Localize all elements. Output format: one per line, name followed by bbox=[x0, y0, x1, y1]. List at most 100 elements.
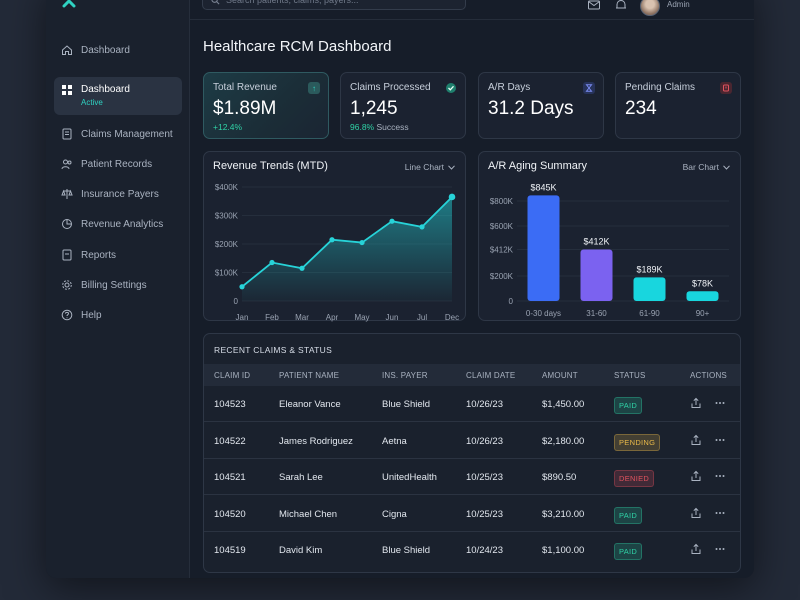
claim-id: 104523 bbox=[214, 399, 246, 410]
mail-icon[interactable] bbox=[587, 0, 601, 12]
kpi-success-pct: 96.8% bbox=[350, 122, 375, 132]
table-row[interactable]: 104522 James Rodriguez Aetna 10/26/23 $2,180… bbox=[204, 423, 740, 459]
sidebar-item-help[interactable]: Help bbox=[54, 302, 182, 328]
chart-title: Revenue Trends (MTD) bbox=[213, 160, 328, 172]
ins-payer: Blue Shield bbox=[382, 399, 431, 410]
sidebar-item-revenue-analytics[interactable]: Revenue Analytics bbox=[54, 211, 182, 237]
more-icon[interactable] bbox=[714, 507, 726, 519]
sidebar-item-label: Dashboard bbox=[81, 44, 130, 56]
pie-chart-icon bbox=[62, 219, 72, 229]
sidebar-item-patient-records[interactable]: Patient Records bbox=[54, 151, 182, 177]
x-tick-label: Mar bbox=[295, 313, 309, 322]
data-point bbox=[299, 265, 305, 271]
kpi-value: $1.89M bbox=[213, 98, 277, 119]
bar-value-label: $78K bbox=[692, 278, 713, 288]
more-icon[interactable] bbox=[714, 470, 726, 482]
share-icon[interactable] bbox=[690, 434, 702, 446]
more-icon[interactable] bbox=[714, 397, 726, 409]
kpi-card-ar-days[interactable]: A/R Days 31.2 Days bbox=[478, 72, 604, 139]
page-title: Healthcare RCM Dashboard bbox=[203, 38, 392, 55]
share-icon[interactable] bbox=[690, 397, 702, 409]
sidebar: Dashboard Dashboard Active Claims Manage… bbox=[46, 0, 190, 578]
chevron-down-icon bbox=[448, 164, 455, 170]
share-icon[interactable] bbox=[690, 507, 702, 519]
more-icon[interactable] bbox=[714, 434, 726, 446]
data-point bbox=[389, 218, 395, 224]
sidebar-item-insurance-payers[interactable]: Insurance Payers bbox=[54, 181, 182, 207]
bar-61-90 bbox=[633, 277, 666, 301]
sidebar-item-label: Insurance Payers bbox=[81, 188, 159, 200]
chart-type-label: Line Chart bbox=[404, 162, 444, 172]
logo-icon bbox=[62, 0, 76, 8]
table-row[interactable]: 104520 Michael Chen Cigna 10/25/23 $3,210.00… bbox=[204, 496, 740, 532]
x-tick-label: Jul bbox=[417, 313, 427, 322]
sidebar-item-dashboard[interactable]: Dashboard bbox=[54, 37, 182, 63]
bar-31-60 bbox=[580, 249, 613, 301]
search-input[interactable] bbox=[226, 0, 446, 5]
data-point bbox=[419, 224, 425, 230]
table-title: RECENT CLAIMS & STATUS bbox=[214, 345, 333, 355]
table-row[interactable]: 104521 Sarah Lee UnitedHealth 10/25/23 $890.… bbox=[204, 459, 740, 496]
table-row[interactable]: 104523 Eleanor Vance Blue Shield 10/26/23 $1… bbox=[204, 386, 740, 422]
avatar[interactable] bbox=[640, 0, 660, 16]
claim-date: 10/26/23 bbox=[466, 435, 503, 447]
patient-name: David Kim bbox=[279, 545, 323, 557]
more-icon[interactable] bbox=[714, 543, 726, 555]
claim-id: 104522 bbox=[214, 435, 246, 447]
search-box[interactable] bbox=[202, 0, 466, 10]
amount: $2,180.00 bbox=[542, 435, 585, 447]
y-tick-label: 0 bbox=[234, 297, 239, 306]
grid-icon bbox=[62, 85, 72, 95]
claim-id: 104520 bbox=[214, 508, 246, 520]
status-badge: PAID bbox=[614, 543, 643, 561]
help-icon bbox=[61, 309, 73, 321]
patient-name: Eleanor Vance bbox=[279, 399, 341, 410]
gear-icon bbox=[62, 280, 72, 290]
sidebar-item-dashboard-active[interactable]: Dashboard Active bbox=[54, 77, 182, 115]
chart-title: A/R Aging Summary bbox=[488, 160, 588, 172]
kpi-card-pending-claims[interactable]: Pending Claims 234 bbox=[615, 72, 741, 139]
column-header: STATUS bbox=[614, 371, 646, 380]
bell-icon[interactable] bbox=[614, 0, 628, 12]
kpi-card-total-revenue[interactable]: Total Revenue ↑ $1.89M +12.4% bbox=[203, 72, 329, 139]
share-icon[interactable] bbox=[690, 470, 702, 482]
kpi-card-claims-processed[interactable]: Claims Processed 1,245 96.8% Success bbox=[340, 72, 466, 139]
check-icon bbox=[445, 82, 457, 94]
sidebar-item-reports[interactable]: Reports bbox=[54, 242, 182, 268]
claim-date: 10/25/23 bbox=[466, 508, 503, 520]
column-header: CLAIM ID bbox=[214, 371, 251, 380]
app-window: Dashboard Dashboard Active Claims Manage… bbox=[46, 0, 754, 578]
chart-type-dropdown[interactable]: Bar Chart bbox=[683, 162, 730, 172]
scale-icon bbox=[61, 189, 73, 199]
y-tick-label: $400K bbox=[215, 183, 239, 192]
claim-date: 10/24/23 bbox=[466, 545, 503, 557]
column-header: CLAIM DATE bbox=[466, 371, 516, 380]
kpi-value: 31.2 Days bbox=[488, 98, 574, 119]
y-tick-label: $200K bbox=[215, 240, 239, 249]
patient-name: James Rodriguez bbox=[279, 435, 353, 447]
data-point bbox=[239, 284, 245, 290]
share-icon[interactable] bbox=[690, 543, 702, 555]
users-icon bbox=[61, 159, 72, 170]
y-tick-label: $412K bbox=[490, 246, 514, 255]
ins-payer: Aetna bbox=[382, 435, 407, 447]
sidebar-item-label: Reports bbox=[81, 249, 117, 261]
ar-aging-card: A/R Aging Summary Bar Chart 0 $200K $412K $… bbox=[478, 151, 741, 321]
sidebar-item-label: Help bbox=[81, 309, 102, 321]
claim-id: 104521 bbox=[214, 472, 246, 484]
recent-claims-table: RECENT CLAIMS & STATUS CLAIM ID PATIENT … bbox=[203, 333, 741, 573]
search-icon bbox=[211, 0, 220, 4]
sidebar-item-claims-management[interactable]: Claims Management bbox=[54, 121, 182, 147]
sidebar-item-billing-settings[interactable]: Billing Settings bbox=[54, 272, 182, 298]
x-tick-label: 61-90 bbox=[639, 309, 660, 318]
data-point bbox=[448, 193, 456, 201]
y-tick-label: $800K bbox=[490, 197, 514, 206]
sidebar-item-label: Claims Management bbox=[81, 128, 173, 140]
kpi-label: Claims Processed bbox=[350, 82, 431, 93]
table-row[interactable]: 104519 David Kim Blue Shield 10/24/23 $1,100… bbox=[204, 532, 740, 568]
sidebar-item-label: Billing Settings bbox=[81, 279, 147, 291]
x-tick-label: 0-30 days bbox=[526, 309, 561, 318]
chart-type-dropdown[interactable]: Line Chart bbox=[405, 162, 455, 172]
y-tick-label: 0 bbox=[509, 297, 514, 306]
chart-type-label: Bar Chart bbox=[682, 162, 719, 172]
